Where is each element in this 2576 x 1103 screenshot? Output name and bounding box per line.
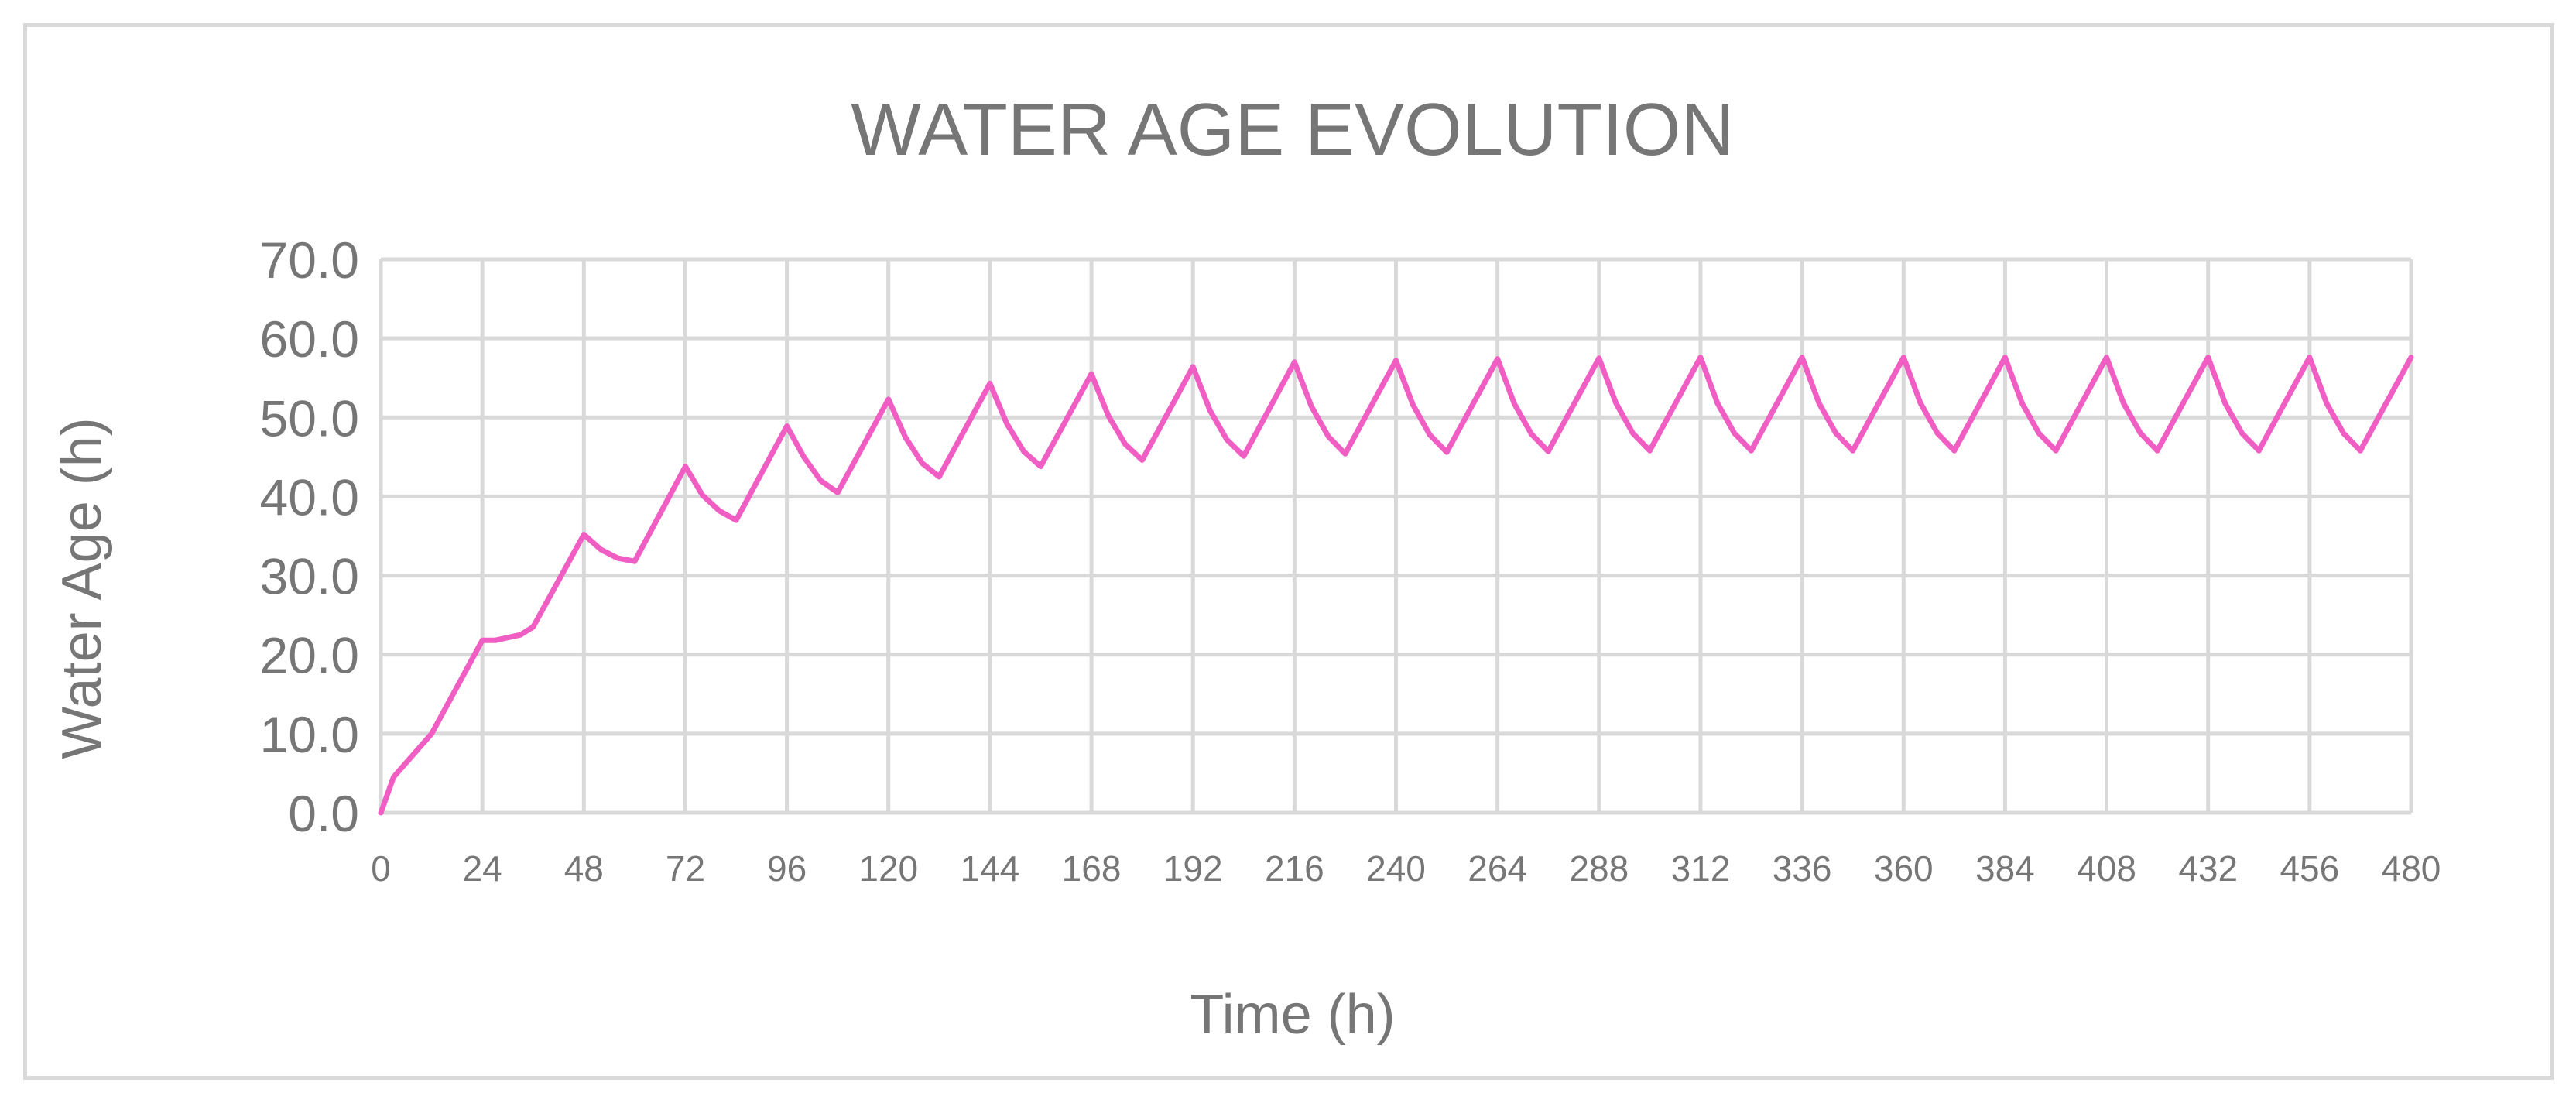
x-tick-label: 168 (1062, 848, 1122, 889)
y-tick-label: 10.0 (260, 706, 359, 763)
y-tick-label: 70.0 (260, 231, 359, 289)
y-tick-label: 0.0 (288, 785, 359, 842)
x-tick-label: 384 (1975, 848, 2035, 889)
y-tick-label: 60.0 (260, 310, 359, 368)
chart-title: WATER AGE EVOLUTION (851, 88, 1735, 171)
y-axis-tick-labels: 0.0 10.0 20.0 30.0 40.0 50.0 60.0 70.0 (260, 231, 359, 842)
x-tick-label: 24 (463, 848, 502, 889)
y-tick-label: 20.0 (260, 627, 359, 684)
x-tick-label: 408 (2077, 848, 2136, 889)
x-tick-label: 216 (1265, 848, 1324, 889)
x-tick-label: 432 (2178, 848, 2238, 889)
x-tick-label: 240 (1366, 848, 1426, 889)
series-layer (378, 355, 2414, 816)
x-tick-label: 456 (2280, 848, 2339, 889)
chart-frame: WATER AGE EVOLUTION 0.0 10.0 20.0 30.0 40.0 5… (23, 23, 2554, 1080)
x-tick-label: 192 (1163, 848, 1223, 889)
series-line-water-age (378, 355, 2414, 816)
x-tick-label: 312 (1671, 848, 1731, 889)
x-tick-label: 144 (961, 848, 1020, 889)
x-tick-label: 48 (564, 848, 604, 889)
grid (379, 257, 2413, 815)
y-tick-label: 40.0 (260, 468, 359, 526)
x-axis-title: Time (h) (1190, 984, 1395, 1046)
water-age-chart: WATER AGE EVOLUTION 0.0 10.0 20.0 30.0 40.0 5… (51, 88, 2441, 1046)
x-tick-label: 360 (1874, 848, 1934, 889)
x-tick-label: 336 (1773, 848, 1832, 889)
x-tick-label: 264 (1468, 848, 1527, 889)
x-tick-label: 288 (1569, 848, 1629, 889)
x-tick-label: 96 (767, 848, 807, 889)
x-tick-label: 480 (2382, 848, 2441, 889)
y-tick-label: 50.0 (260, 389, 359, 447)
y-axis-title: Water Age (h) (51, 417, 113, 759)
x-tick-label: 120 (858, 848, 918, 889)
x-tick-label: 0 (371, 848, 391, 889)
x-tick-label: 72 (666, 848, 705, 889)
x-axis-tick-labels: 0 24 48 72 96 120 144 168 192 216 240 264 288 312 336 3… (371, 848, 2441, 889)
y-tick-label: 30.0 (260, 548, 359, 605)
